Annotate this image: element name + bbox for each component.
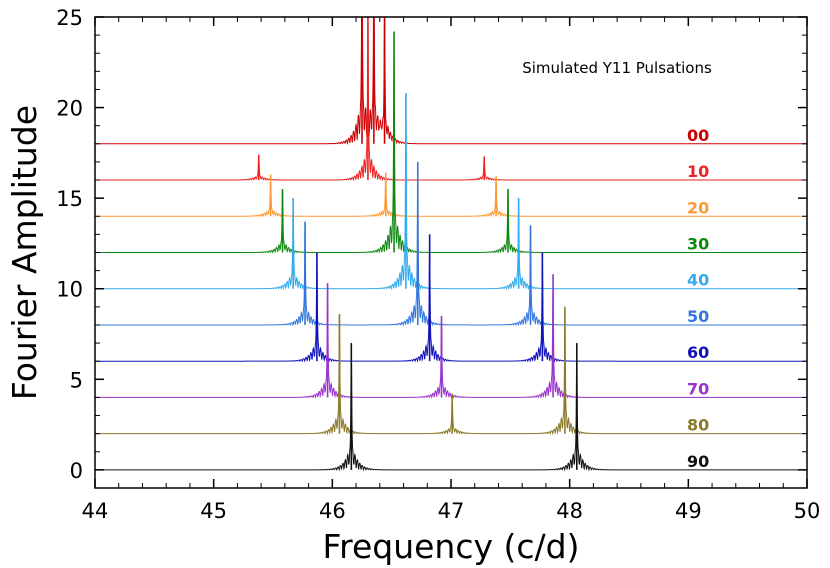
x-tick-label: 46 bbox=[319, 499, 346, 523]
series-label-70: 70 bbox=[687, 379, 709, 398]
series-line-90 bbox=[95, 343, 807, 472]
series-label-40: 40 bbox=[687, 271, 709, 290]
series-label-90: 90 bbox=[687, 452, 709, 471]
x-tick-label: 47 bbox=[438, 499, 465, 523]
series-line-70 bbox=[95, 274, 807, 400]
series-line-00 bbox=[95, 17, 807, 146]
series-label-50: 50 bbox=[687, 307, 709, 326]
series-line-20 bbox=[95, 172, 807, 218]
series-70 bbox=[95, 274, 807, 400]
series-label-10: 10 bbox=[687, 162, 709, 181]
ticks-layer: 44 45 46 47 48 49 50 0 5 10 15 20 25 bbox=[56, 6, 820, 523]
series-90 bbox=[95, 343, 807, 472]
series-label-80: 80 bbox=[687, 416, 709, 435]
x-tick-label: 44 bbox=[82, 499, 109, 523]
series-line-30 bbox=[95, 31, 807, 254]
series-label-30: 30 bbox=[687, 235, 709, 254]
x-tick-label: 48 bbox=[556, 499, 583, 523]
series-30 bbox=[95, 31, 807, 254]
x-tick-label: 50 bbox=[794, 499, 821, 523]
series-line-50 bbox=[95, 161, 807, 327]
x-tick-label: 45 bbox=[200, 499, 227, 523]
series-label-60: 60 bbox=[687, 343, 709, 362]
series-line-10 bbox=[95, 17, 807, 182]
y-tick-label: 5 bbox=[70, 368, 83, 392]
series-40 bbox=[95, 93, 807, 291]
series-labels: 00 10 20 30 40 50 60 70 80 90 bbox=[687, 126, 709, 471]
series-layer bbox=[95, 17, 807, 472]
y-tick-label: 15 bbox=[56, 187, 83, 211]
series-80 bbox=[95, 306, 807, 436]
series-20 bbox=[95, 172, 807, 218]
x-axis-title: Frequency (c/d) bbox=[323, 527, 580, 566]
series-10 bbox=[95, 17, 807, 182]
series-line-60 bbox=[95, 234, 807, 363]
y-tick-label: 25 bbox=[56, 6, 83, 30]
y-axis-title: Fourier Amplitude bbox=[5, 105, 44, 400]
series-60 bbox=[95, 234, 807, 363]
chart-title: Simulated Y11 Pulsations bbox=[522, 59, 712, 77]
y-tick-label: 0 bbox=[70, 459, 83, 483]
x-tick-label: 49 bbox=[675, 499, 702, 523]
series-label-00: 00 bbox=[687, 126, 709, 145]
series-50 bbox=[95, 161, 807, 327]
series-line-80 bbox=[95, 306, 807, 436]
series-line-40 bbox=[95, 93, 807, 291]
series-00 bbox=[95, 17, 807, 146]
y-tick-label: 20 bbox=[56, 97, 83, 121]
y-tick-label: 10 bbox=[56, 278, 83, 302]
series-label-20: 20 bbox=[687, 198, 709, 217]
